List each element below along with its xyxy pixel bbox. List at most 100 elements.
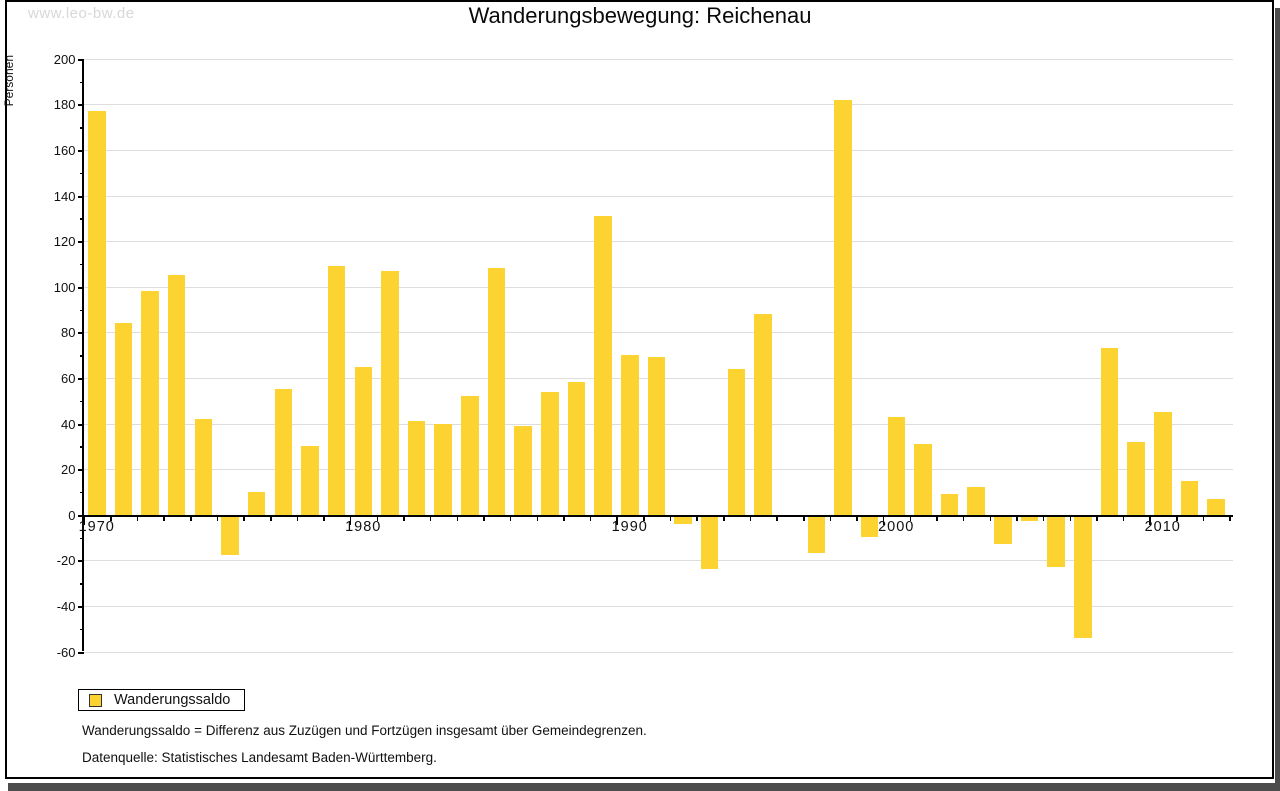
x-minor-tick [296, 516, 299, 521]
x-minor-tick [456, 516, 459, 521]
x-minor-tick [483, 516, 485, 521]
y-tick-label: 0 [68, 507, 76, 523]
y-minor-tick [79, 309, 84, 311]
y-major-tick [77, 651, 84, 654]
bar-1972 [141, 291, 159, 515]
footnote-source: Datenquelle: Statistisches Landesamt Bad… [82, 750, 437, 765]
y-major-tick [77, 58, 84, 61]
x-minor-tick [1069, 516, 1071, 521]
x-minor-tick [909, 516, 912, 521]
x-minor-tick [536, 516, 538, 521]
bar-2012 [1207, 498, 1225, 515]
legend: Wanderungssaldo [78, 689, 246, 711]
bar-1981 [381, 270, 399, 515]
gridline-y-180 [83, 104, 1233, 106]
x-minor-tick [1176, 516, 1178, 521]
bar-1985 [487, 268, 506, 515]
x-minor-tick [376, 516, 379, 521]
x-minor-tick [270, 516, 272, 521]
x-minor-tick [243, 516, 245, 521]
bar-1986 [514, 425, 532, 515]
bar-1978 [301, 446, 319, 515]
x-minor-tick [803, 516, 805, 521]
bar-1979 [327, 266, 346, 515]
bar-1999 [860, 516, 879, 538]
bar-2010 [1154, 412, 1172, 515]
bar-1988 [567, 382, 586, 515]
y-tick-label: 120 [53, 234, 76, 250]
x-minor-tick [1122, 516, 1125, 521]
y-major-tick [77, 605, 84, 608]
x-tick-label-2010: 2010 [1144, 518, 1181, 535]
x-major-tick [616, 516, 618, 525]
gridline-y--60 [83, 651, 1233, 653]
x-minor-tick [723, 516, 725, 521]
y-major-tick [77, 514, 84, 517]
y-minor-tick [79, 172, 84, 175]
x-minor-tick [989, 516, 992, 521]
x-minor-tick [190, 516, 192, 521]
x-minor-tick [163, 516, 165, 521]
y-axis-line [82, 58, 84, 652]
bar-1998 [834, 99, 852, 515]
x-tick-label-1970: 1970 [78, 518, 115, 535]
bar-1983 [434, 423, 452, 515]
chart-title: Wanderungsbewegung: Reichenau [468, 3, 812, 28]
bar-2009 [1127, 441, 1145, 515]
x-minor-tick [1202, 516, 1205, 521]
bar-1987 [541, 391, 559, 515]
window-shadow-right [1275, 8, 1280, 791]
y-minor-tick [79, 446, 84, 448]
x-minor-tick [509, 516, 512, 521]
bar-1980 [354, 366, 372, 515]
y-minor-tick [79, 81, 84, 83]
y-minor-tick [79, 263, 84, 266]
bar-1991 [647, 357, 666, 515]
x-minor-tick [962, 516, 965, 521]
y-minor-tick [79, 127, 84, 129]
y-minor-tick [79, 355, 84, 357]
gridline-y-80 [83, 332, 1233, 334]
x-minor-tick [936, 516, 938, 521]
bar-1974 [194, 418, 213, 515]
bar-2004 [994, 516, 1012, 545]
y-tick-label: 100 [53, 279, 76, 295]
bar-2001 [914, 444, 932, 515]
bar-1984 [461, 396, 479, 515]
y-major-tick [77, 377, 84, 380]
y-minor-tick [79, 491, 84, 494]
bar-2005 [1020, 516, 1039, 522]
x-axis-line [83, 514, 1233, 517]
bar-2002 [940, 494, 959, 515]
y-tick-label: 200 [53, 51, 76, 67]
bar-2007 [1074, 516, 1092, 638]
x-tick-label-2000: 2000 [878, 518, 915, 535]
x-minor-tick [403, 516, 405, 521]
x-minor-tick [1229, 516, 1231, 521]
bar-1973 [167, 275, 186, 515]
x-minor-tick [110, 516, 112, 521]
y-major-tick [77, 241, 84, 244]
y-tick-label: 40 [61, 416, 76, 432]
y-major-tick [77, 423, 84, 426]
x-tick-label-1980: 1980 [345, 518, 382, 535]
y-minor-tick [79, 218, 84, 220]
bar-1989 [594, 216, 612, 515]
bar-1994 [727, 368, 746, 515]
bar-1975 [221, 516, 239, 556]
y-tick-label: -40 [56, 598, 76, 614]
gridline-y--40 [83, 605, 1233, 607]
y-tick-label: 60 [61, 370, 76, 386]
bar-1993 [700, 516, 719, 570]
x-minor-tick [1096, 516, 1098, 521]
y-major-tick [77, 195, 84, 198]
y-tick-label: 160 [53, 142, 76, 158]
x-major-tick [83, 516, 85, 525]
window-shadow-bottom [8, 783, 1280, 791]
gridline-y-160 [83, 149, 1233, 151]
x-major-tick [882, 516, 885, 525]
y-minor-tick [79, 400, 84, 403]
bar-1995 [754, 314, 772, 515]
x-minor-tick [669, 516, 672, 521]
